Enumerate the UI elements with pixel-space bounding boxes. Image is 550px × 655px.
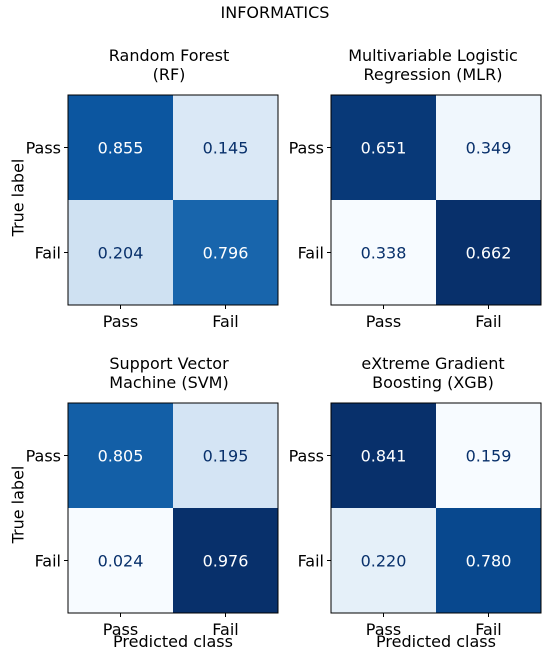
cell-value-label: 0.976 [203, 552, 249, 571]
y-tick-label: Fail [35, 552, 61, 571]
panel-title-line1: Multivariable Logistic [348, 46, 518, 65]
x-tick-label: Fail [475, 312, 501, 331]
plot-frame [330, 402, 542, 614]
cell-value-label: 0.662 [466, 244, 512, 263]
matrix-cell-pass-fail [436, 403, 541, 508]
cell-value-label: 0.780 [466, 552, 512, 571]
panel-title-line1: Support Vector [109, 354, 229, 373]
matrix-cell-pass-fail [173, 403, 278, 508]
matrix-cell-pass-fail [173, 95, 278, 200]
matrix-cell-fail-fail [436, 200, 541, 305]
cell-value-label: 0.159 [466, 447, 512, 466]
cell-value-label: 0.220 [361, 552, 407, 571]
plot-frame [330, 94, 542, 306]
y-tick-label: Fail [298, 552, 324, 571]
matrix-cell-pass-pass [331, 95, 436, 200]
x-tick-label: Pass [366, 312, 401, 331]
matrix-cell-pass-fail [436, 95, 541, 200]
figure-title: INFORMATICS [220, 3, 330, 22]
panel-title-line2: (RF) [152, 65, 186, 84]
y-tick-label: Pass [26, 139, 61, 158]
x-tick-label: Fail [212, 620, 238, 639]
panel-title-line2: Machine (SVM) [109, 373, 229, 392]
matrix-cell-pass-pass [68, 95, 173, 200]
matrix-cell-pass-pass [331, 403, 436, 508]
panel-title-mlr: Multivariable Logistic Regression (MLR) [318, 46, 548, 84]
matrix-cell-fail-pass [68, 508, 173, 613]
cell-value-label: 0.195 [203, 447, 249, 466]
x-tick-label: Fail [475, 620, 501, 639]
x-axis-label: Predicted class [376, 632, 496, 651]
cell-value-label: 0.855 [98, 139, 144, 158]
x-tick-label: Pass [103, 312, 138, 331]
confusion-matrix-rf: 0.855 0.145 0.204 0.796 Pass Fail Pass Fail [26, 94, 279, 331]
panel-title-line2: Regression (MLR) [363, 65, 503, 84]
matrix-cell-fail-fail [173, 508, 278, 613]
x-tick-label: Pass [366, 620, 401, 639]
confusion-matrix-mlr: 0.651 0.349 0.338 0.662 Pass Fail Pass Fail [289, 94, 542, 331]
matrix-cell-fail-pass [68, 200, 173, 305]
panel-title-xgb: eXtreme Gradient Boosting (XGB) [318, 354, 548, 392]
y-tick-label: Fail [35, 244, 61, 263]
cell-value-label: 0.796 [203, 244, 249, 263]
x-tick-label: Pass [103, 620, 138, 639]
panel-title-line1: eXtreme Gradient [361, 354, 505, 373]
confusion-matrix-svm: 0.805 0.195 0.024 0.976 Pass Fail Pass Fail [26, 402, 279, 639]
cell-value-label: 0.338 [361, 244, 407, 263]
y-tick-label: Pass [26, 447, 61, 466]
plot-frame [67, 402, 279, 614]
cell-value-label: 0.841 [361, 447, 407, 466]
y-tick-label: Fail [298, 244, 324, 263]
cell-value-label: 0.805 [98, 447, 144, 466]
y-axis-label: True label [8, 158, 28, 237]
panel-title-rf: Random Forest (RF) [54, 46, 284, 84]
y-axis-label: True label [8, 465, 28, 544]
panel-title-line2: Boosting (XGB) [372, 373, 494, 392]
x-axis-label: Predicted class [113, 632, 233, 651]
cell-value-label: 0.349 [466, 139, 512, 158]
panel-title-svm: Support Vector Machine (SVM) [54, 354, 284, 392]
x-tick-label: Fail [212, 312, 238, 331]
y-tick-label: Pass [289, 447, 324, 466]
matrix-cell-pass-pass [68, 403, 173, 508]
y-tick-label: Pass [289, 139, 324, 158]
matrix-cell-fail-fail [173, 200, 278, 305]
plot-frame [67, 94, 279, 306]
panel-title-line1: Random Forest [108, 46, 230, 65]
cell-value-label: 0.024 [98, 552, 144, 571]
cell-value-label: 0.204 [98, 244, 144, 263]
matrix-cell-fail-pass [331, 200, 436, 305]
cell-value-label: 0.145 [203, 139, 249, 158]
confusion-matrix-xgb: 0.841 0.159 0.220 0.780 Pass Fail Pass Fail [289, 402, 542, 639]
matrix-cell-fail-fail [436, 508, 541, 613]
matrix-cell-fail-pass [331, 508, 436, 613]
cell-value-label: 0.651 [361, 139, 407, 158]
